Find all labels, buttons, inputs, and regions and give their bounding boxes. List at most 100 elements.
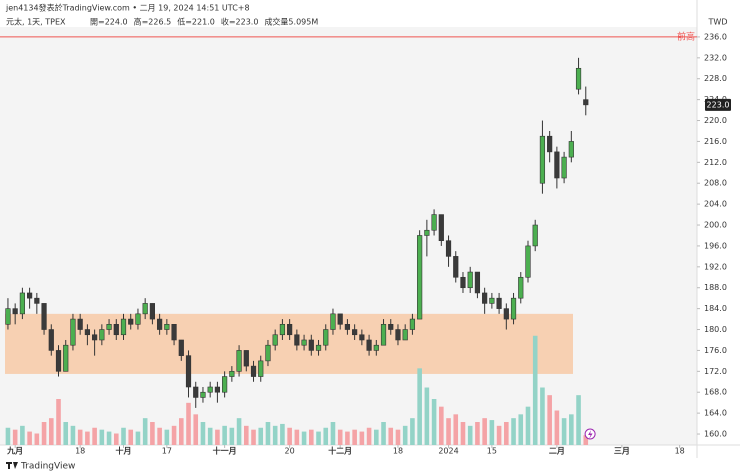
candle-body: [482, 292, 488, 304]
y-tick-label: 236.0: [704, 32, 727, 41]
volume-bar: [576, 395, 581, 445]
price-tag-label: 223.0: [707, 100, 730, 109]
volume-bar: [121, 427, 126, 445]
candle-body: [106, 324, 112, 330]
candle-body: [294, 334, 300, 346]
candle-body: [489, 297, 495, 304]
plot-background: [0, 27, 697, 445]
volume-bar: [272, 425, 278, 445]
volume-bar: [583, 435, 589, 445]
volume-bar: [287, 427, 292, 445]
candle-body: [128, 318, 134, 325]
volume-bar: [359, 431, 365, 445]
y-tick-label: 208.0: [704, 179, 727, 188]
volume-bar: [215, 429, 220, 445]
candle-body: [496, 297, 502, 309]
volume-bar: [460, 422, 466, 445]
x-tick-label: 2024: [438, 447, 458, 456]
candle-body: [575, 67, 582, 90]
volume-bar: [301, 431, 307, 445]
brand: TradingView: [20, 462, 75, 472]
volume-bar: [157, 427, 162, 445]
candle-body: [120, 318, 127, 336]
candle-body: [510, 297, 517, 320]
volume-bar: [345, 431, 350, 445]
attribution: jen4134發表於TradingView.com • 二月 19, 2024 …: [5, 3, 250, 13]
volume-bar: [518, 414, 524, 445]
volume-bar: [431, 399, 437, 445]
volume-bar: [374, 429, 379, 445]
candle-body: [250, 365, 257, 377]
volume-bar: [164, 429, 170, 445]
candle-body: [236, 350, 242, 372]
candle-body: [388, 324, 394, 330]
candle-body: [222, 376, 228, 393]
candle-body: [402, 329, 408, 341]
volume-bar: [27, 431, 32, 445]
volume-bar: [410, 418, 415, 445]
y-tick-label: 192.0: [704, 262, 727, 271]
candle-body: [92, 334, 98, 341]
candle-body: [5, 308, 11, 325]
y-tick-label: 180.0: [704, 325, 727, 334]
candle-body: [27, 292, 33, 299]
volume-bar: [85, 431, 90, 445]
volume-bar: [243, 425, 249, 445]
ohlc-label: 高=226.5: [134, 17, 172, 27]
volume-bar: [294, 429, 300, 445]
candle-body: [518, 276, 524, 299]
x-tick-label: 20: [285, 447, 295, 456]
candle-body: [352, 329, 358, 336]
previous-high-label: 前高: [677, 30, 695, 42]
volume-bar: [20, 425, 25, 445]
x-tick-label: 15: [487, 447, 497, 456]
y-tick-label: 212.0: [704, 158, 727, 167]
candle-body: [554, 151, 560, 179]
candle-body: [200, 391, 206, 398]
volume-bar: [34, 433, 40, 445]
candle-body: [503, 308, 509, 320]
candle-body: [323, 329, 329, 346]
ohlc-label: 收=223.0: [221, 17, 259, 27]
volume-bar: [381, 422, 386, 445]
volume-bar: [178, 418, 184, 445]
volume-bar: [70, 425, 76, 445]
y-tick-label: 176.0: [704, 346, 727, 355]
volume-bar: [92, 427, 97, 445]
candle-body: [19, 292, 25, 315]
candle-body: [258, 360, 264, 377]
x-tick-label: 十二月: [328, 446, 352, 456]
volume-bar: [446, 418, 451, 445]
candle-body: [467, 271, 473, 289]
price-tag: [705, 98, 731, 111]
volume-bar: [222, 425, 227, 445]
candle-body: [229, 371, 235, 377]
candle-body: [532, 224, 538, 247]
volume-bar: [77, 429, 83, 445]
volume-bar: [482, 418, 487, 445]
candle-body: [55, 350, 62, 372]
y-tick-label: 216.0: [704, 137, 727, 146]
volume-bar: [128, 429, 134, 445]
x-tick-label: 二月: [549, 447, 565, 456]
y-tick-label: 188.0: [704, 283, 727, 292]
volume-bar: [337, 429, 343, 445]
candle-body: [474, 271, 481, 294]
candle-body: [583, 99, 589, 106]
x-tick-label: 十月: [116, 446, 132, 456]
volume-bar: [251, 429, 256, 445]
volume-bar: [258, 427, 264, 445]
y-tick-label: 204.0: [704, 200, 727, 209]
candle-body: [243, 350, 249, 367]
y-tick-label: 228.0: [704, 74, 727, 83]
volume-bar: [171, 425, 177, 445]
volume-bar: [496, 425, 502, 445]
candle-body: [70, 318, 76, 346]
x-tick-label: 18: [393, 447, 403, 456]
candle-body: [409, 318, 416, 330]
x-tick-label: 18: [675, 447, 685, 456]
volume-bar: [504, 422, 509, 445]
candle-body: [164, 324, 170, 330]
volume-bar: [200, 422, 206, 445]
